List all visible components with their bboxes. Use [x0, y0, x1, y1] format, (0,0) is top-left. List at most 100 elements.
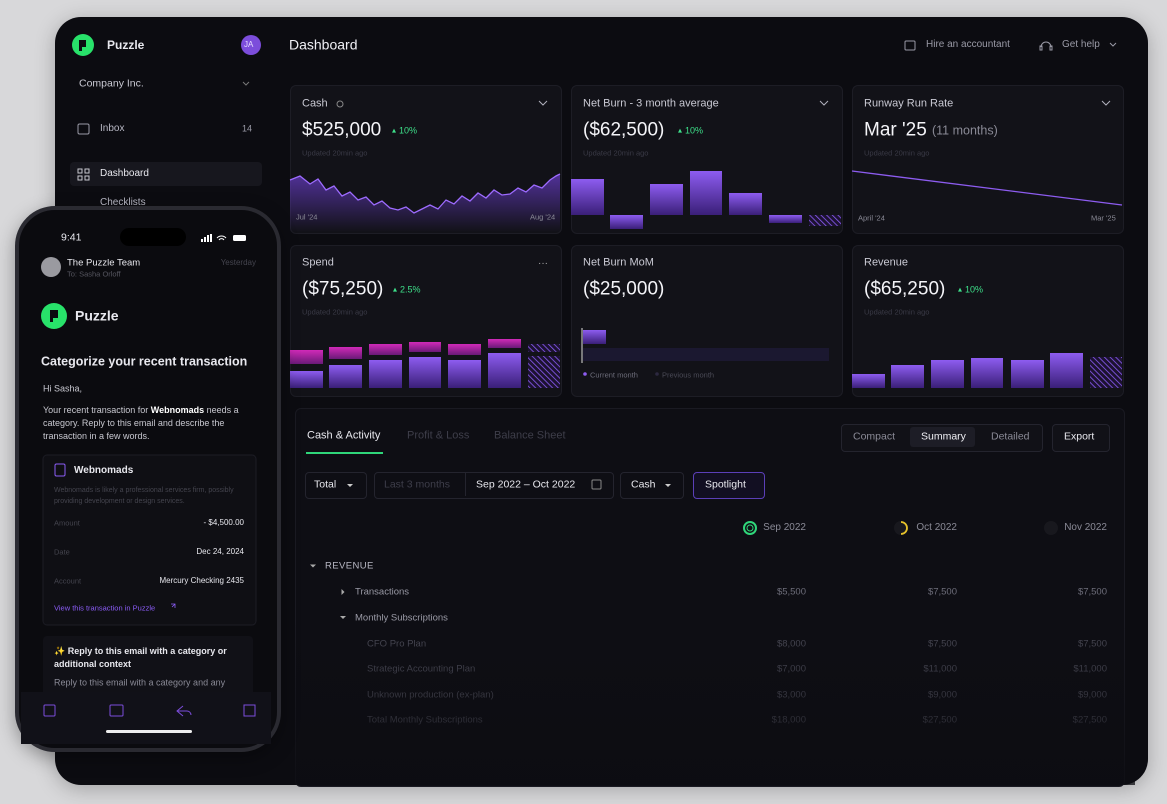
filter[interactable] [305, 472, 367, 499]
legend-item: Previous month [662, 370, 715, 380]
filter-label: Last 3 months [384, 478, 450, 491]
field-value: - $4,500.00 [203, 518, 244, 528]
card-note: (11 months) [932, 123, 998, 138]
status-time: 9:41 [61, 231, 82, 244]
card-updated: Updated 20min ago [864, 307, 930, 317]
field-label: Account [54, 576, 82, 586]
spotlight-button[interactable] [693, 472, 765, 499]
date-filter[interactable] [374, 472, 614, 499]
page-title: Dashboard [289, 36, 358, 53]
field-value: Mercury Checking 2435 [159, 576, 244, 586]
merchant-name: Webnomads [74, 465, 134, 476]
view-active [910, 427, 975, 447]
email-sender: The Puzzle Team [67, 257, 141, 269]
axis-label: Jul '24 [296, 212, 318, 222]
card-updated: Updated 20min ago [864, 148, 930, 158]
view-option[interactable]: Detailed [991, 430, 1030, 443]
header-action[interactable]: Get help [1062, 39, 1100, 50]
card-value: $525,000 [302, 119, 382, 141]
reply-text: Reply to this email with a category and … [54, 677, 226, 688]
tab[interactable]: Profit & Loss [407, 429, 470, 442]
tab[interactable]: Balance Sheet [494, 429, 566, 442]
row-value: $5,500 [776, 586, 806, 598]
card-value: ($25,000) [583, 278, 665, 300]
email-to: To: Sasha Orloff [67, 269, 121, 279]
header-action[interactable]: Hire an accountant [926, 39, 1010, 50]
card [571, 245, 843, 397]
email-date: Yesterday [220, 258, 256, 268]
card-value: ($75,250) [302, 278, 384, 300]
nav-item[interactable]: Inbox [100, 123, 125, 134]
card-change: 10% [678, 126, 703, 137]
row-value: $7,500 [927, 586, 957, 598]
axis-label: April '24 [858, 213, 885, 223]
svg-text:···: ··· [538, 258, 548, 269]
card [852, 85, 1124, 234]
caret[interactable] [310, 564, 316, 568]
axis-label: Aug '24 [530, 212, 556, 222]
card-updated: Updated 20min ago [302, 148, 368, 158]
column-header: Oct 2022 [916, 522, 957, 533]
export-button[interactable] [1052, 424, 1110, 452]
transaction-link[interactable]: View this transaction in Puzzle [54, 603, 156, 613]
view-option[interactable]: Compact [853, 430, 896, 443]
view-option[interactable]: Summary [921, 430, 966, 443]
card-change: 2.5% [393, 285, 421, 296]
section-label: REVENUE [325, 560, 374, 572]
field-label: Amount [54, 518, 80, 528]
body-bold: Webnomads [150, 405, 205, 415]
fade-overlay [295, 620, 1135, 785]
card-value: ($65,250) [864, 278, 946, 300]
group-label: Monthly Subscriptions [355, 611, 448, 623]
card-title: Cash [302, 97, 328, 110]
nav-item[interactable]: Checklists [100, 197, 146, 208]
nav-item[interactable]: Dashboard [100, 168, 149, 179]
filter-label: Total [314, 478, 337, 491]
card-value: Mar '25 [864, 119, 927, 141]
filter-label: Sep 2022 – Oct 2022 [476, 478, 576, 491]
caret[interactable] [341, 589, 345, 595]
company-select[interactable]: Company Inc. [79, 77, 144, 90]
card-title: Spend [302, 256, 334, 269]
card-title: Net Burn MoM [583, 256, 654, 269]
tab-underline [306, 452, 383, 454]
merchant-description: Webnomads is likely a professional servi… [54, 487, 234, 505]
card-change: 10% [392, 126, 417, 137]
caret[interactable] [340, 616, 346, 619]
legend-item: Current month [590, 370, 638, 380]
card-value: ($62,500) [583, 119, 665, 141]
filter-label: Spotlight [705, 478, 746, 491]
card-title: Runway Run Rate [864, 97, 954, 110]
email-body: Your recent transaction for Webnomads ne… [43, 404, 258, 443]
row-value: $7,500 [1077, 586, 1107, 598]
column-header: Nov 2022 [1064, 522, 1107, 533]
filter-label: Cash [631, 478, 656, 491]
tab[interactable]: Cash & Activity [307, 429, 381, 442]
email-brand: Puzzle [75, 307, 119, 324]
avatar[interactable]: JA [244, 40, 254, 50]
card-title: Net Burn - 3 month average [583, 97, 719, 110]
body-text: needs a category. Reply to this email an… [43, 405, 239, 441]
field-value: Dec 24, 2024 [196, 547, 244, 557]
column-header: Sep 2022 [763, 522, 806, 533]
card-updated: Updated 20min ago [583, 148, 649, 158]
card-updated: Updated 20min ago [302, 307, 368, 317]
body-text: Your recent transaction for [43, 405, 151, 415]
email-heading: Categorize your recent transaction [41, 354, 248, 369]
export-label: Export [1064, 430, 1095, 443]
row-label: Transactions [355, 586, 410, 598]
field-label: Date [54, 547, 70, 557]
card-change: 10% [958, 285, 983, 296]
nav-badge: 14 [242, 123, 253, 134]
divider [465, 473, 466, 496]
card-title: Revenue [864, 256, 909, 269]
filter[interactable] [620, 472, 684, 499]
brand: Puzzle [107, 37, 145, 52]
email-greeting: Hi Sasha, [43, 383, 83, 394]
